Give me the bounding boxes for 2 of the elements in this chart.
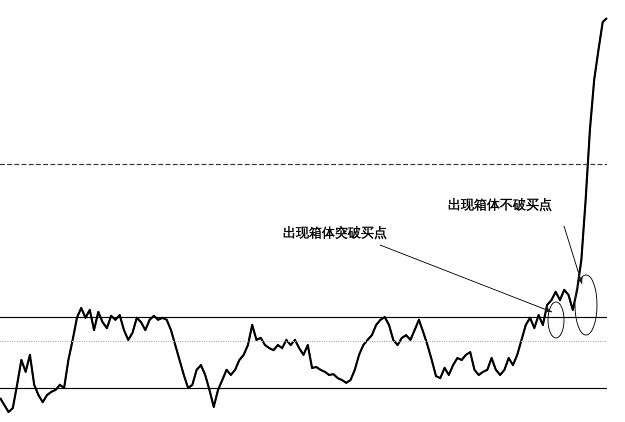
annotation: 出现箱体突破买点 — [283, 224, 387, 242]
annotation: 出现箱体不破买点 — [448, 197, 552, 214]
